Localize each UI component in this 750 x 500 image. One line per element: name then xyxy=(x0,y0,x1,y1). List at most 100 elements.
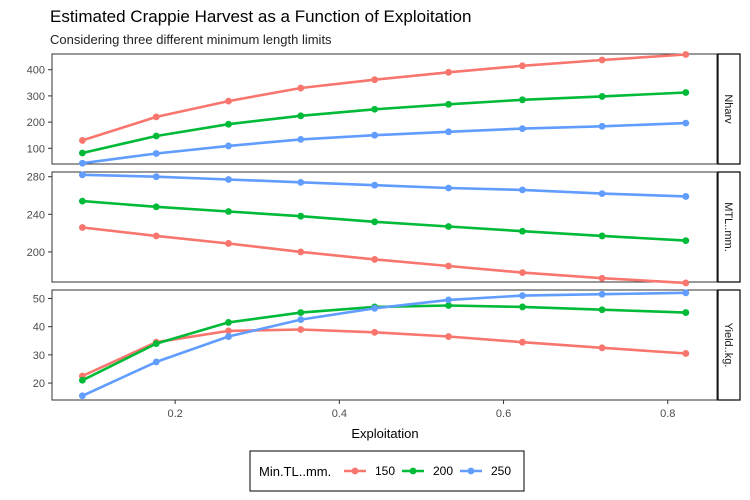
data-point-200 xyxy=(225,319,232,326)
x-tick-label: 0.6 xyxy=(496,408,511,420)
y-tick-label: 240 xyxy=(27,209,45,221)
data-point-150 xyxy=(519,269,526,276)
data-point-250 xyxy=(371,304,379,312)
data-point-200 xyxy=(682,89,690,96)
x-tick-label: 0.2 xyxy=(167,408,182,420)
data-point-250 xyxy=(682,119,690,127)
legend-key-150: 150 xyxy=(344,464,395,478)
data-point-150 xyxy=(225,97,232,105)
data-point-250 xyxy=(371,131,379,139)
data-point-250 xyxy=(225,333,232,340)
data-point-250 xyxy=(682,289,690,297)
data-point-200 xyxy=(152,132,160,140)
data-point-250 xyxy=(519,125,526,133)
data-point-250 xyxy=(371,181,379,189)
data-point-150 xyxy=(152,113,160,121)
data-point-150 xyxy=(225,240,232,247)
y-tick-label: 40 xyxy=(33,322,45,334)
chart-subtitle: Considering three different minimum leng… xyxy=(50,32,332,47)
y-tick-label: 280 xyxy=(27,172,45,184)
data-point-250 xyxy=(445,296,452,304)
legend-key-250: 250 xyxy=(460,464,511,478)
data-point-200 xyxy=(152,203,160,211)
data-point-250 xyxy=(297,135,305,143)
data-point-200 xyxy=(78,149,86,157)
data-point-150 xyxy=(598,56,606,64)
data-point-200 xyxy=(371,105,379,113)
y-tick-label: 20 xyxy=(33,378,45,390)
data-point-200 xyxy=(598,93,606,100)
data-point-200 xyxy=(445,223,452,230)
data-point-150 xyxy=(78,224,86,231)
data-point-250 xyxy=(152,358,160,366)
panel-border xyxy=(51,171,718,283)
data-point-200 xyxy=(225,208,232,215)
data-point-200 xyxy=(519,227,526,235)
data-point-150 xyxy=(598,344,606,352)
data-point-250 xyxy=(78,159,86,167)
legend-swatch-point xyxy=(409,467,417,475)
data-point-150 xyxy=(297,326,305,333)
legend-keys: 150 200 250 xyxy=(344,464,511,478)
chart-title: Estimated Crappie Harvest as a Function … xyxy=(50,7,471,26)
data-point-150 xyxy=(297,248,305,256)
data-point-250 xyxy=(598,190,606,198)
strip-box xyxy=(717,53,741,165)
legend-title: Min.TL..mm. xyxy=(259,464,331,479)
data-point-250 xyxy=(78,392,86,400)
data-point-250 xyxy=(225,142,232,150)
strip-label: Nharv xyxy=(722,94,734,124)
data-point-200 xyxy=(598,232,606,240)
data-point-200 xyxy=(152,340,160,347)
x-tick-label: 0.4 xyxy=(332,408,347,420)
y-tick-label: 30 xyxy=(33,350,45,362)
legend-swatch-point xyxy=(351,467,359,475)
strip-label: MTL..mm. xyxy=(722,202,734,252)
data-point-200 xyxy=(78,197,86,205)
data-point-250 xyxy=(598,290,606,298)
data-point-150 xyxy=(225,327,232,335)
data-point-200 xyxy=(225,120,232,128)
data-point-200 xyxy=(297,309,305,316)
data-point-250 xyxy=(598,122,606,130)
data-point-150 xyxy=(371,76,379,84)
data-point-200 xyxy=(445,302,452,309)
legend-label: 200 xyxy=(433,464,453,478)
data-point-200 xyxy=(297,112,305,120)
legend: Min.TL..mm. 150 200 250 xyxy=(249,450,525,492)
data-point-250 xyxy=(152,150,160,157)
x-tick-label: 0.8 xyxy=(660,408,675,420)
data-point-200 xyxy=(682,237,690,245)
data-point-250 xyxy=(297,178,305,186)
data-point-150 xyxy=(445,68,452,76)
data-point-150 xyxy=(371,256,379,263)
x-axis-title: Exploitation xyxy=(351,426,418,441)
y-tick-label: 50 xyxy=(33,293,45,305)
y-tick-label: 100 xyxy=(27,143,45,155)
data-point-150 xyxy=(78,137,86,144)
x-axis: 0.2 0.4 0.6 0.8 xyxy=(167,400,675,420)
data-point-150 xyxy=(519,62,526,70)
legend-label: 150 xyxy=(375,464,395,478)
data-point-250 xyxy=(445,184,452,192)
legend-key-200: 200 xyxy=(402,464,453,478)
data-point-150 xyxy=(371,328,379,336)
data-point-150 xyxy=(445,333,452,340)
data-point-150 xyxy=(682,350,690,357)
data-point-200 xyxy=(78,376,86,384)
data-point-200 xyxy=(682,309,690,316)
y-tick-label: 200 xyxy=(27,117,45,129)
strip-box xyxy=(717,171,741,283)
facet-panel: 200 240 280 MTL..mm. xyxy=(27,171,741,287)
data-point-150 xyxy=(297,84,305,92)
data-point-250 xyxy=(682,193,690,200)
data-point-200 xyxy=(519,96,526,104)
facet-panels: 100 200 300 400 Nharv 200 240 280 MTL..mm. 20 30 40… xyxy=(27,51,741,401)
y-tick-label: 300 xyxy=(27,91,45,103)
data-point-250 xyxy=(445,128,452,136)
data-point-250 xyxy=(297,316,305,324)
facet-panel: 100 200 300 400 Nharv xyxy=(27,51,741,167)
data-point-200 xyxy=(297,212,305,220)
data-point-150 xyxy=(152,232,160,240)
